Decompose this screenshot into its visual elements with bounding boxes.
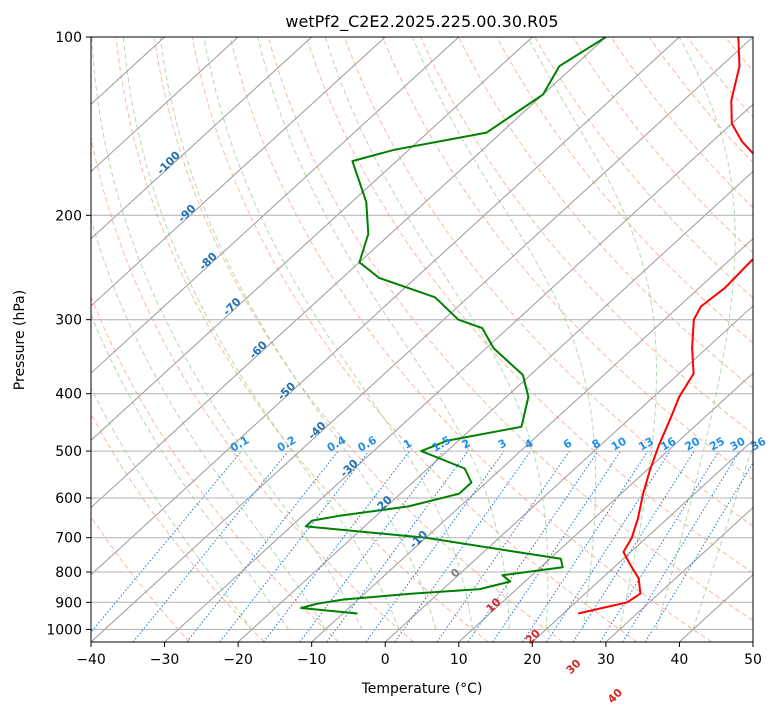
y-tick-label: 300 (55, 313, 82, 329)
dry-adiabat (496, 37, 753, 344)
isotherm-line (91, 37, 607, 509)
moist-adiabat (122, 37, 400, 630)
isotherm-line (384, 305, 753, 642)
moist-adiabat (412, 37, 597, 630)
x-tick-label: −10 (297, 652, 327, 668)
isotherm-label: 40 (605, 686, 625, 706)
isotherm-line (311, 238, 753, 642)
isotherm-line (458, 372, 753, 642)
dry-adiabat (191, 37, 638, 642)
y-tick-label: 700 (55, 531, 82, 547)
moist-adiabat (91, 37, 363, 630)
dry-adiabat (153, 37, 563, 642)
mixing-ratio-line (622, 450, 740, 642)
x-axis: −40 −30 −20 −10 0 10 20 30 40 50 (76, 642, 762, 668)
mixing-ratio-line (436, 450, 570, 642)
moist-adiabat (91, 313, 290, 630)
y-tick-label: 900 (55, 595, 82, 611)
dry-adiabat (91, 412, 265, 642)
moist-adiabat (257, 37, 510, 630)
mixing-ratio-line (522, 450, 649, 642)
mixing-ratio-line (91, 450, 242, 633)
temperature-profile (577, 37, 753, 615)
y-tick-label: 100 (55, 30, 82, 46)
moist-adiabat (159, 37, 437, 630)
isotherm-line (531, 439, 753, 642)
background-lines (91, 37, 775, 642)
pressure-grid (91, 37, 753, 630)
moist-adiabat (91, 217, 326, 630)
mixing-ratio-line (326, 450, 469, 642)
isotherm-line (91, 37, 386, 307)
isotherm-line (752, 641, 753, 642)
chart-title: wetPf2_C2E2.2025.225.00.30.R05 (285, 12, 558, 32)
isotherm-line (91, 37, 313, 240)
x-tick-label: 10 (450, 652, 468, 668)
y-tick-label: 800 (55, 565, 82, 581)
dry-adiabat (305, 37, 753, 574)
x-tick-label: −30 (150, 652, 180, 668)
profile-lines (300, 37, 753, 615)
mixing-ratio-line (572, 450, 695, 642)
moist-adiabat (655, 37, 736, 630)
moist-adiabat (324, 37, 549, 630)
isotherm-line (91, 37, 533, 441)
y-tick-label: 200 (55, 208, 82, 224)
x-tick-label: −20 (223, 652, 253, 668)
mixing-ratio-line (186, 450, 339, 642)
isotherm-line (605, 506, 753, 642)
dry-adiabat (420, 37, 753, 435)
dry-adiabat (763, 37, 775, 642)
y-tick-label: 1000 (46, 622, 82, 638)
dry-adiabat (382, 37, 753, 481)
mixing-ratio-line (394, 450, 532, 642)
isotherm-line (237, 170, 753, 642)
x-tick-label: 30 (597, 652, 615, 668)
dewpoint-profile (300, 37, 607, 615)
dry-adiabat (115, 37, 489, 642)
isotherm-line (91, 37, 460, 374)
mixing-ratio-line (599, 450, 720, 642)
isotherm-line (91, 37, 680, 576)
y-tick-label: 500 (55, 444, 82, 460)
x-tick-label: 40 (671, 652, 689, 668)
moist-adiabat (91, 387, 253, 630)
x-tick-label: 20 (523, 652, 541, 668)
moist-adiabat (692, 444, 753, 630)
dry-adiabat (534, 37, 753, 299)
mixing-ratio-line (365, 450, 505, 642)
isotherm-line (164, 103, 753, 642)
y-axis-title: Pressure (hPa) (12, 290, 28, 390)
dry-adiabat (267, 37, 753, 622)
mixing-ratio-line (644, 461, 753, 642)
isotherm-label: 30 (564, 657, 584, 677)
y-tick-label: 400 (55, 387, 82, 403)
mixing-ratio-line (263, 450, 410, 642)
isotherm-line (91, 37, 753, 642)
x-tick-label: −40 (76, 652, 106, 668)
mixing-ratio-line (546, 450, 671, 642)
mixing-ratio-line (467, 450, 599, 642)
plot-frame (90, 36, 754, 643)
dry-adiabat (344, 37, 753, 527)
y-axis: 1000 900 800 700 600 500 400 300 200 100 (46, 30, 91, 638)
x-tick-label: 50 (744, 652, 762, 668)
isotherm-line (91, 37, 239, 173)
mixing-ratio-line (132, 450, 289, 642)
y-tick-label: 600 (55, 491, 82, 507)
x-tick-label: 0 (381, 652, 390, 668)
x-axis-title: Temperature (°C) (361, 681, 483, 697)
